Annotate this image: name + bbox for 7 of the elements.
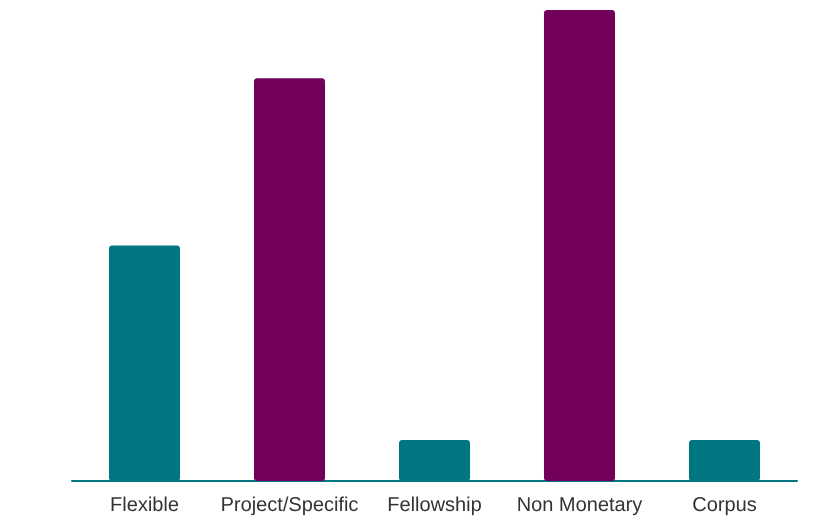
bar [254, 78, 326, 481]
x-tick-label: Fellowship [387, 494, 482, 516]
x-tick-label: Non Monetary [516, 494, 642, 516]
bar [544, 10, 616, 481]
x-tick-label: Project/Specific [220, 494, 358, 516]
x-tick-label: Corpus [692, 494, 757, 516]
x-tick-label: Flexible [110, 494, 179, 516]
